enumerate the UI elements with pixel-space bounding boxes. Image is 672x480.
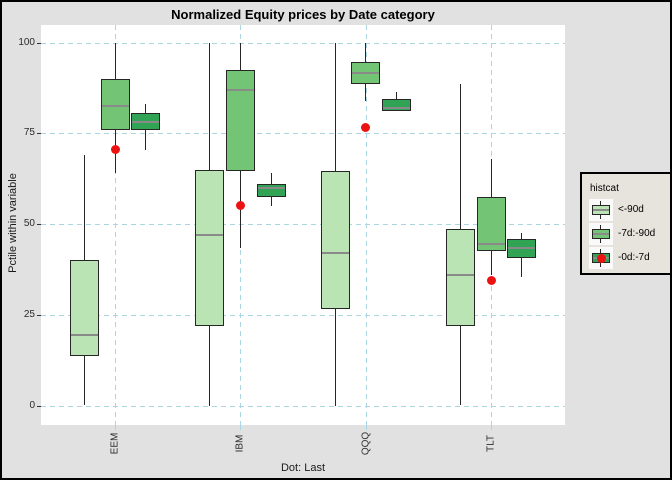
median-line [352,72,380,75]
legend-key-dot [597,254,606,263]
legend-key-median [593,233,609,235]
x-tick-label: QQQ [360,431,372,456]
gridline-horizontal [41,224,565,225]
x-axis-tick [115,425,116,430]
legend: histcat <-90d -7d:-90d -0d:-7d [580,172,670,275]
median-line [382,106,410,109]
boxplot-box [445,229,475,326]
gridline-vertical [240,25,242,425]
last-value-dot [486,275,496,285]
gridline-vertical [115,25,116,425]
y-axis-tick [37,314,41,316]
median-line [446,273,474,276]
x-tick-label: TLT [485,434,497,453]
legend-item: -7d:-90d [589,223,669,245]
y-axis-tick [37,405,41,407]
y-tick-label: 50 [23,218,35,229]
boxplot-box [195,169,225,326]
boxplot-box [476,196,506,252]
median-line [226,88,254,91]
legend-label: -0d:-7d [618,252,650,263]
boxplot-box [225,69,255,172]
y-axis-tick [37,42,41,44]
median-line [101,105,129,108]
x-axis-caption: Dot: Last [280,462,326,474]
gridline-horizontal [41,314,565,316]
median-line [132,121,160,124]
boxplot-box [381,98,411,112]
legend-key-median [593,209,609,211]
boxplot-box [69,260,99,357]
x-axis-tick [365,425,367,430]
median-line [257,186,285,189]
median-line [508,246,536,249]
gridline-vertical [365,25,367,425]
gridline-horizontal [41,133,565,135]
median-line [70,333,98,336]
x-axis-tick [491,425,492,430]
gridline-horizontal [41,405,565,407]
median-line [196,233,224,236]
y-tick-label: 75 [23,127,35,139]
y-tick-label: 25 [23,308,35,320]
y-axis-tick [37,133,41,135]
legend-key [589,223,613,245]
y-axis-tick [37,224,41,225]
boxplot-box [320,171,350,310]
last-value-dot [235,201,245,211]
last-value-dot [110,145,120,155]
legend-key [589,199,613,221]
legend-label: -7d:-90d [618,228,656,239]
y-tick-label: 0 [29,399,35,411]
plot-panel [41,25,565,425]
y-tick-label: 100 [18,36,35,48]
last-value-dot [361,123,371,133]
x-tick-label: EEM [109,432,121,455]
median-line [321,252,349,255]
legend-label: <-90d [618,204,644,215]
median-line [477,242,505,245]
legend-title: histcat [590,183,619,194]
boxplot-box [100,78,130,130]
legend-item: -0d:-7d [589,247,669,269]
legend-item: <-90d [589,199,669,221]
gridline-horizontal [41,42,565,44]
legend-key [589,247,613,269]
chart-title: Normalized Equity prices by Date categor… [171,7,435,22]
x-tick-label: IBM [234,434,246,453]
x-axis-tick [240,425,242,430]
